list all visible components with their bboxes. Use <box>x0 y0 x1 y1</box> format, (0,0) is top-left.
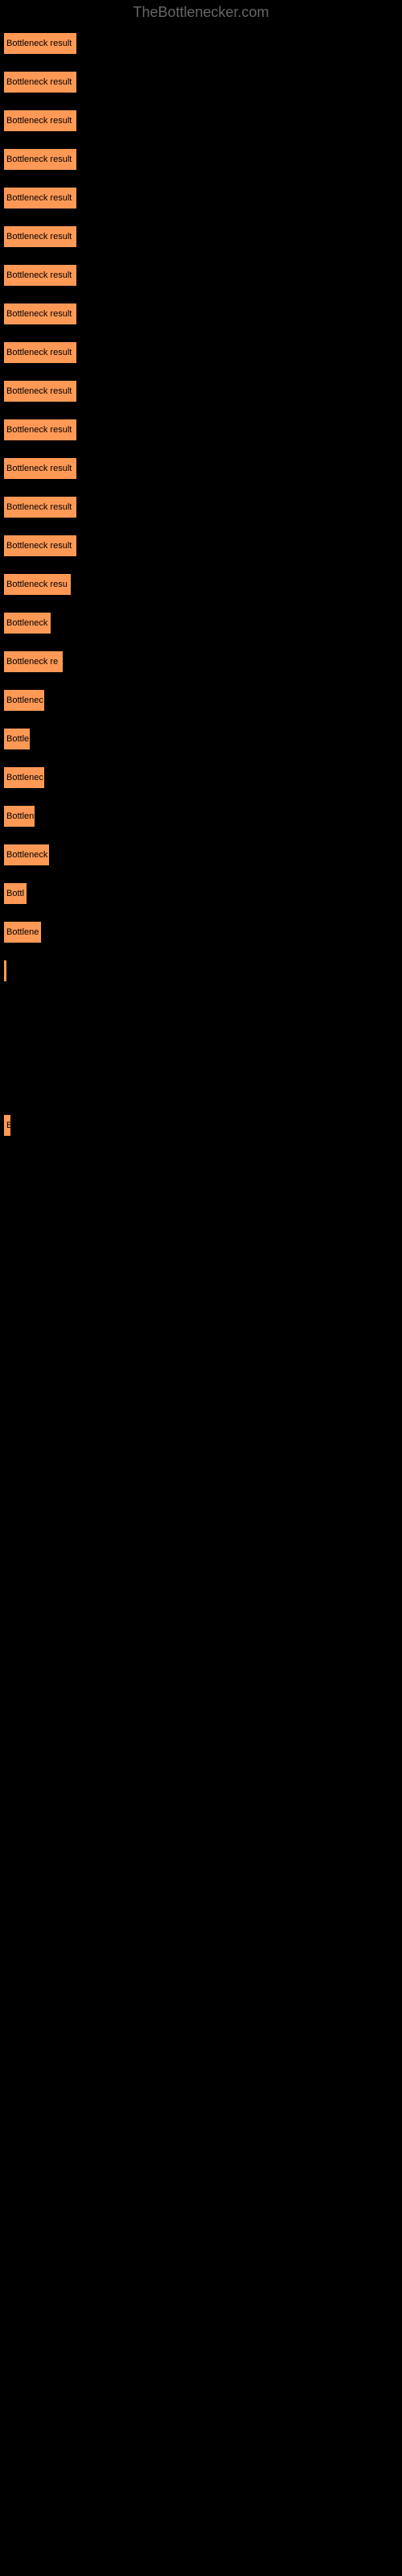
bottleneck-bar: Bottlene <box>3 921 42 943</box>
bar-row: Bottl <box>3 882 27 905</box>
bar-row: Bottleneck result <box>3 71 77 93</box>
bar-row: Bottleneck result <box>3 225 77 248</box>
bar-row <box>3 960 7 982</box>
bottleneck-bar: Bottl <box>3 882 27 905</box>
bar-row: Bottleneck result <box>3 109 77 132</box>
bottleneck-bar: Bottleneck result <box>3 148 77 171</box>
bottleneck-bar: Bottleneck result <box>3 32 77 55</box>
bottleneck-bar: Bottleneck result <box>3 187 77 209</box>
bar-row: Bottleneck result <box>3 419 77 441</box>
bar-row: Bottleneck <box>3 612 51 634</box>
bottleneck-bar: Bottleneck result <box>3 264 77 287</box>
bottleneck-bar: Bottleneck result <box>3 380 77 402</box>
bottleneck-bar: Bottlenec <box>3 766 45 789</box>
bottleneck-bar: Bottleneck result <box>3 419 77 441</box>
bar-row: Bottleneck resu <box>3 573 72 596</box>
bar-row: Bottle <box>3 728 31 750</box>
bottleneck-bar: Bottleneck result <box>3 109 77 132</box>
bar-row: Bottlen <box>3 805 35 828</box>
bottleneck-bar: Bottleneck result <box>3 496 77 518</box>
bar-row: Bottleneck result <box>3 457 77 480</box>
bottleneck-bar: Bottleneck result <box>3 341 77 364</box>
bottleneck-bar: Bottleneck result <box>3 457 77 480</box>
bar-row: Bottleneck result <box>3 303 77 325</box>
bar-row: Bottleneck result <box>3 32 77 55</box>
bottleneck-bar: B <box>3 1114 11 1137</box>
bottleneck-bar: Bottleneck resu <box>3 573 72 596</box>
bottleneck-bar: Bottle <box>3 728 31 750</box>
bar-row: Bottleneck result <box>3 341 77 364</box>
bar-row: Bottleneck result <box>3 380 77 402</box>
bottleneck-bar: Bottleneck result <box>3 535 77 557</box>
bottleneck-bar: Bottleneck <box>3 612 51 634</box>
bottleneck-bar <box>3 960 7 982</box>
bar-row: Bottleneck result <box>3 535 77 557</box>
bottleneck-bar: Bottleneck result <box>3 303 77 325</box>
site-header: TheBottlenecker.com <box>133 4 269 21</box>
bar-row: Bottlene <box>3 921 42 943</box>
bottleneck-bar: Bottleneck re <box>3 650 64 673</box>
bar-row: Bottleneck re <box>3 650 64 673</box>
bar-row: Bottleneck result <box>3 496 77 518</box>
bar-row: B <box>3 1114 11 1137</box>
bottleneck-bar: Bottleneck result <box>3 225 77 248</box>
bottleneck-bar: Bottleneck result <box>3 71 77 93</box>
bar-row: Bottlenec <box>3 689 45 712</box>
bar-row: Bottlenec <box>3 766 45 789</box>
bottleneck-bar: Bottlen <box>3 805 35 828</box>
bar-row: Bottleneck <box>3 844 50 866</box>
bar-row: Bottleneck result <box>3 264 77 287</box>
bar-row: Bottleneck result <box>3 187 77 209</box>
bar-row: Bottleneck result <box>3 148 77 171</box>
bottleneck-bar: Bottleneck <box>3 844 50 866</box>
bottleneck-bar: Bottlenec <box>3 689 45 712</box>
